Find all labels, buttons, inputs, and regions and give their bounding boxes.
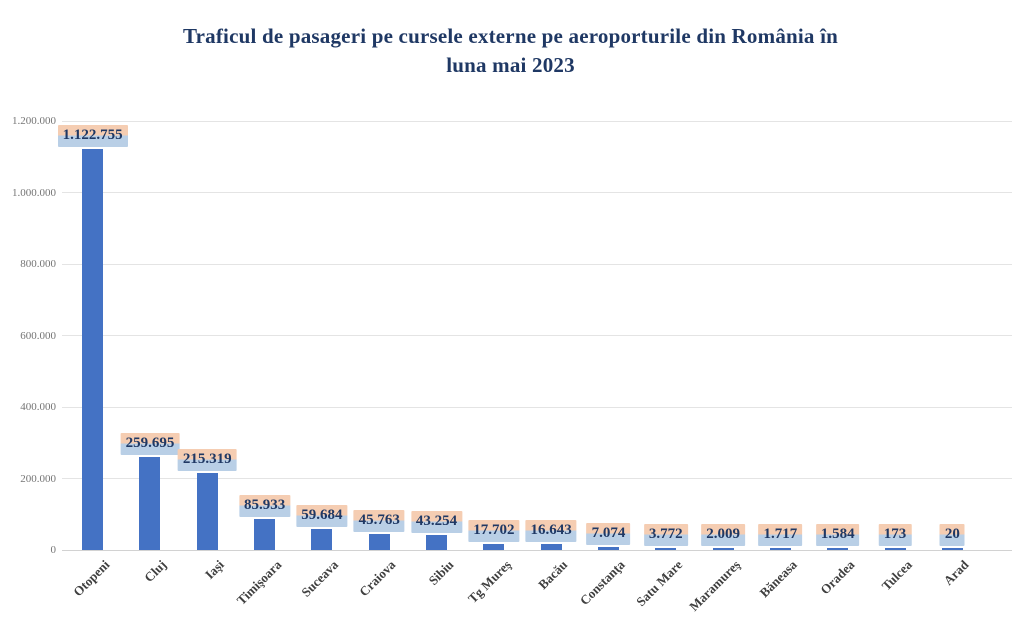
bar xyxy=(884,548,906,550)
bar xyxy=(311,528,333,550)
y-tick-label: 1.000.000 xyxy=(12,186,56,199)
bar-data-label: 215.319 xyxy=(177,449,237,472)
bar-data-label: 7.074 xyxy=(586,523,631,546)
bar xyxy=(426,534,448,550)
x-category-label: Arad xyxy=(940,557,972,589)
bar xyxy=(540,544,562,550)
x-category-label: Suceava xyxy=(298,557,342,600)
bar-data-label: 2.009 xyxy=(701,524,745,546)
bar-data-label: 259.695 xyxy=(120,433,180,456)
x-category-label: Craiova xyxy=(356,557,399,600)
bar xyxy=(82,148,104,550)
chart-title: Traficul de pasageri pe cursele externe … xyxy=(0,22,1021,80)
chart-title-line-1: Traficul de pasageri pe cursele externe … xyxy=(182,24,838,48)
bar-data-label: 43.254 xyxy=(410,510,463,533)
bar xyxy=(769,548,791,550)
bar-data-label: 1.122.755 xyxy=(57,124,128,147)
gridline xyxy=(62,263,1012,265)
bar xyxy=(655,548,677,550)
gridline xyxy=(62,478,1012,479)
x-category-label: Cluj xyxy=(141,557,170,585)
bar-data-label: 20 xyxy=(939,524,965,546)
bar xyxy=(712,548,734,550)
y-tick-label: 400.000 xyxy=(20,401,56,413)
gridline xyxy=(62,406,1012,408)
x-category-label: Băneasa xyxy=(756,557,801,601)
gridline xyxy=(62,120,1012,122)
y-tick-label: 600.000 xyxy=(20,329,56,342)
gridline xyxy=(62,192,1012,193)
x-category-label: Sibiu xyxy=(425,557,457,589)
x-category-label: Otopeni xyxy=(69,557,113,600)
x-category-label: Satu Mare xyxy=(633,557,686,610)
bar-data-label: 16.643 xyxy=(525,520,577,543)
y-tick-label: 800.000 xyxy=(20,258,56,270)
x-category-label: Oradea xyxy=(817,557,858,598)
x-category-label: Maramureş xyxy=(685,557,743,614)
bar-data-label: 85.933 xyxy=(238,495,291,518)
x-category-label: Tg Mureş xyxy=(464,557,514,607)
bar-data-label: 1.584 xyxy=(815,524,860,546)
bar-data-label: 1.717 xyxy=(758,524,803,546)
y-tick-label: 200.000 xyxy=(20,472,56,485)
x-category-label: Bacău xyxy=(535,557,571,593)
bar-data-label: 173 xyxy=(878,524,912,546)
bar xyxy=(941,548,963,550)
gridline xyxy=(62,335,1012,336)
bar xyxy=(483,543,505,550)
bar-data-label: 17.702 xyxy=(468,519,520,542)
bar xyxy=(139,457,161,550)
x-category-label: Iaşi xyxy=(201,557,227,582)
gridline xyxy=(62,549,1012,551)
bar-data-label: 3.772 xyxy=(643,524,688,546)
bar xyxy=(827,548,849,550)
chart-title-line-2: luna mai 2023 xyxy=(446,53,575,77)
bar xyxy=(254,519,276,550)
bar-data-label: 45.763 xyxy=(353,509,405,532)
x-category-label: Timişoara xyxy=(233,557,285,608)
y-tick-label: 1.200.000 xyxy=(12,115,56,127)
bar-data-label: 59.684 xyxy=(296,504,348,527)
bar xyxy=(368,533,390,550)
x-category-label: Constanţa xyxy=(577,557,629,608)
y-tick-label: 0 xyxy=(50,544,57,556)
bar xyxy=(597,547,619,550)
bar xyxy=(196,473,218,550)
x-category-label: Tulcea xyxy=(878,557,915,594)
